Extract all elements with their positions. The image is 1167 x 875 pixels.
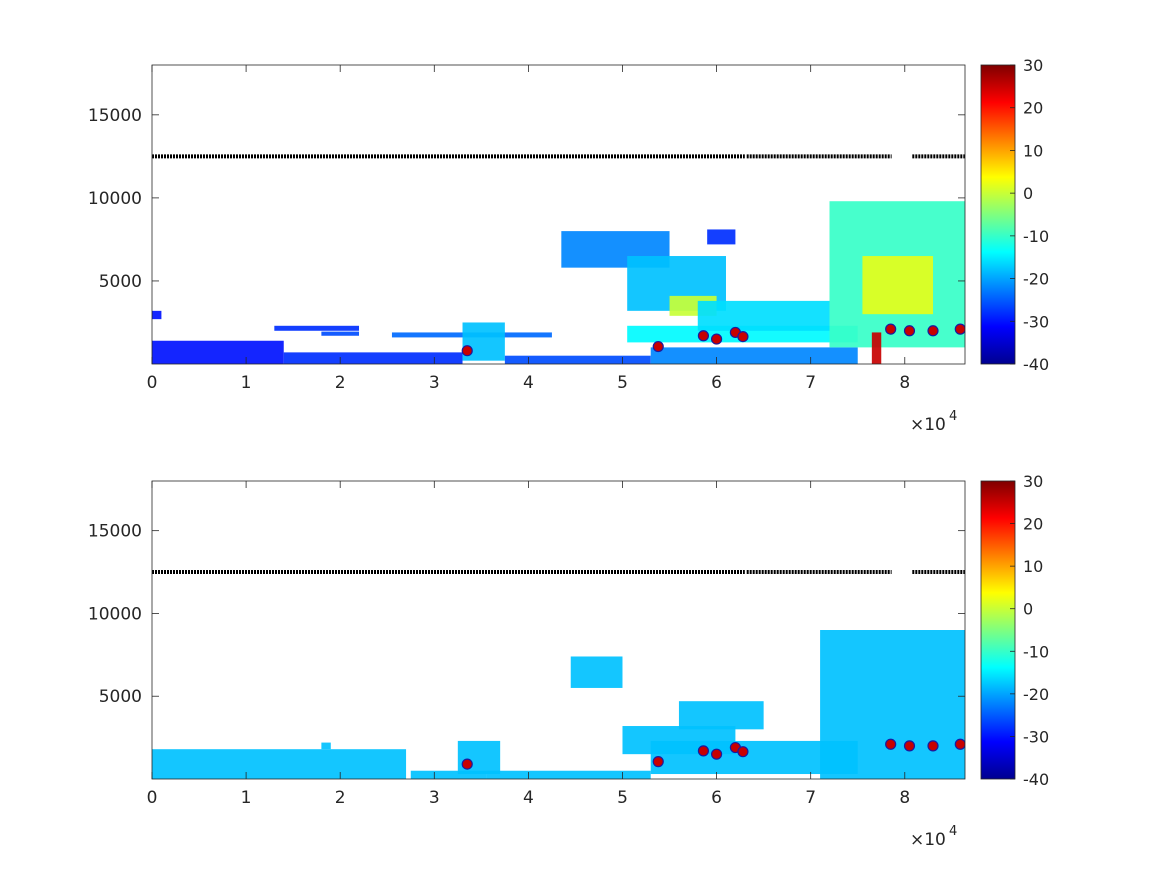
y-tick-label: 10000: [88, 604, 142, 624]
echo-region-3: [274, 325, 360, 331]
colorbar-tick-label: 30: [1023, 472, 1043, 491]
colorbar-tick-label: -10: [1023, 642, 1049, 661]
x-tick-label: 3: [429, 373, 440, 393]
colorbar-tick-label: -30: [1023, 727, 1049, 746]
echo-region-0: [152, 340, 284, 364]
echo-region-5: [570, 656, 623, 688]
marker-point-3: [710, 748, 723, 760]
echo-region-2: [410, 770, 487, 779]
marker-point-7: [903, 740, 916, 752]
marker-point-8: [927, 740, 939, 752]
x-tick-label: 5: [617, 373, 628, 393]
echo-region-4: [486, 770, 651, 779]
marker-point-1: [652, 756, 664, 768]
echo-region-14: [707, 229, 736, 245]
marker-point-9: [954, 738, 965, 750]
colorbar-tick-label: 30: [1023, 56, 1043, 75]
colorbar: 30 20 10 0 -10 -20 -30 -40: [980, 56, 1049, 374]
x-tick-label: 1: [241, 788, 252, 808]
echo-region-1: [321, 742, 331, 750]
x-tick-label: 7: [805, 373, 816, 393]
x-exponent-label: ×10: [910, 415, 946, 435]
marker-point-8: [927, 325, 939, 337]
marker-point-9: [954, 323, 965, 335]
colorbar-tick-label: -20: [1023, 270, 1049, 289]
echo-region-13: [697, 300, 830, 331]
colorbar-tick-label: -40: [1023, 355, 1049, 374]
marker-point-0: [461, 758, 473, 770]
colorbar-tick-label: -10: [1023, 227, 1049, 246]
x-tick-label: 1: [241, 373, 252, 393]
data-layer: [152, 570, 965, 779]
x-tick-label: 4: [523, 373, 534, 393]
data-layer: [152, 154, 965, 364]
x-exponent-power: 4: [949, 409, 957, 424]
echo-region-1: [152, 310, 162, 320]
x-exponent-power: 4: [949, 824, 957, 839]
x-tick-label: 8: [899, 373, 910, 393]
x-tick-label: 0: [147, 788, 158, 808]
x-tick-label: 7: [805, 788, 816, 808]
x-tick-label: 3: [429, 788, 440, 808]
echo-region-3: [457, 740, 501, 775]
echo-region-0: [152, 749, 407, 779]
colorbar-tick-label: 20: [1023, 515, 1043, 534]
marker-point-6: [885, 323, 897, 335]
echo-region-16: [862, 256, 934, 315]
echo-region-9: [820, 630, 965, 779]
x-tick-label: 8: [899, 788, 910, 808]
marker-point-2: [697, 745, 710, 757]
marker-point-5: [737, 746, 749, 758]
colorbar-gradient: [980, 64, 1016, 365]
marker-point-2: [697, 330, 710, 342]
colorbar-tick-label: 0: [1023, 184, 1033, 203]
x-tick-label: 2: [335, 788, 346, 808]
x-tick-label: 0: [147, 373, 158, 393]
colorbar-tick-label: 10: [1023, 141, 1043, 160]
colorbar-tick-label: -20: [1023, 685, 1049, 704]
y-tick-label: 10000: [88, 189, 142, 209]
echo-region-11: [650, 347, 858, 364]
colorbar-tick-label: 0: [1023, 600, 1033, 619]
colorbar-tick-label: -30: [1023, 312, 1049, 331]
colorbar-gradient: [980, 480, 1016, 780]
colorbar-tick-label: 10: [1023, 557, 1043, 576]
colorbar-tick-label: -40: [1023, 770, 1049, 789]
echo-region-4: [321, 331, 360, 336]
echo-region-8: [678, 701, 764, 730]
marker-point-3: [710, 333, 723, 345]
x-tick-label: 5: [617, 788, 628, 808]
y-tick-label: 5000: [99, 687, 142, 707]
x-tick-label: 2: [335, 373, 346, 393]
echo-region-7: [504, 355, 651, 364]
colorbar: 30 20 10 0 -10 -20 -30 -40: [980, 472, 1049, 789]
echo-region-2: [283, 352, 463, 364]
x-tick-label: 4: [523, 788, 534, 808]
x-tick-label: 6: [711, 788, 722, 808]
x-exponent-label: ×10: [910, 830, 946, 850]
x-tick-label: 6: [711, 373, 722, 393]
marker-point-0: [461, 345, 473, 357]
marker-point-6: [885, 738, 897, 750]
axes-box: [151, 64, 966, 365]
marker-point-7: [903, 325, 916, 337]
echo-region-17: [871, 332, 882, 364]
y-tick-label: 5000: [99, 272, 142, 292]
axes-box: [151, 480, 966, 780]
marker-point-5: [737, 330, 749, 343]
y-tick-label: 15000: [88, 522, 142, 542]
colorbar-tick-label: 20: [1023, 99, 1043, 118]
marker-point-1: [652, 340, 664, 353]
y-tick-label: 15000: [88, 106, 142, 126]
